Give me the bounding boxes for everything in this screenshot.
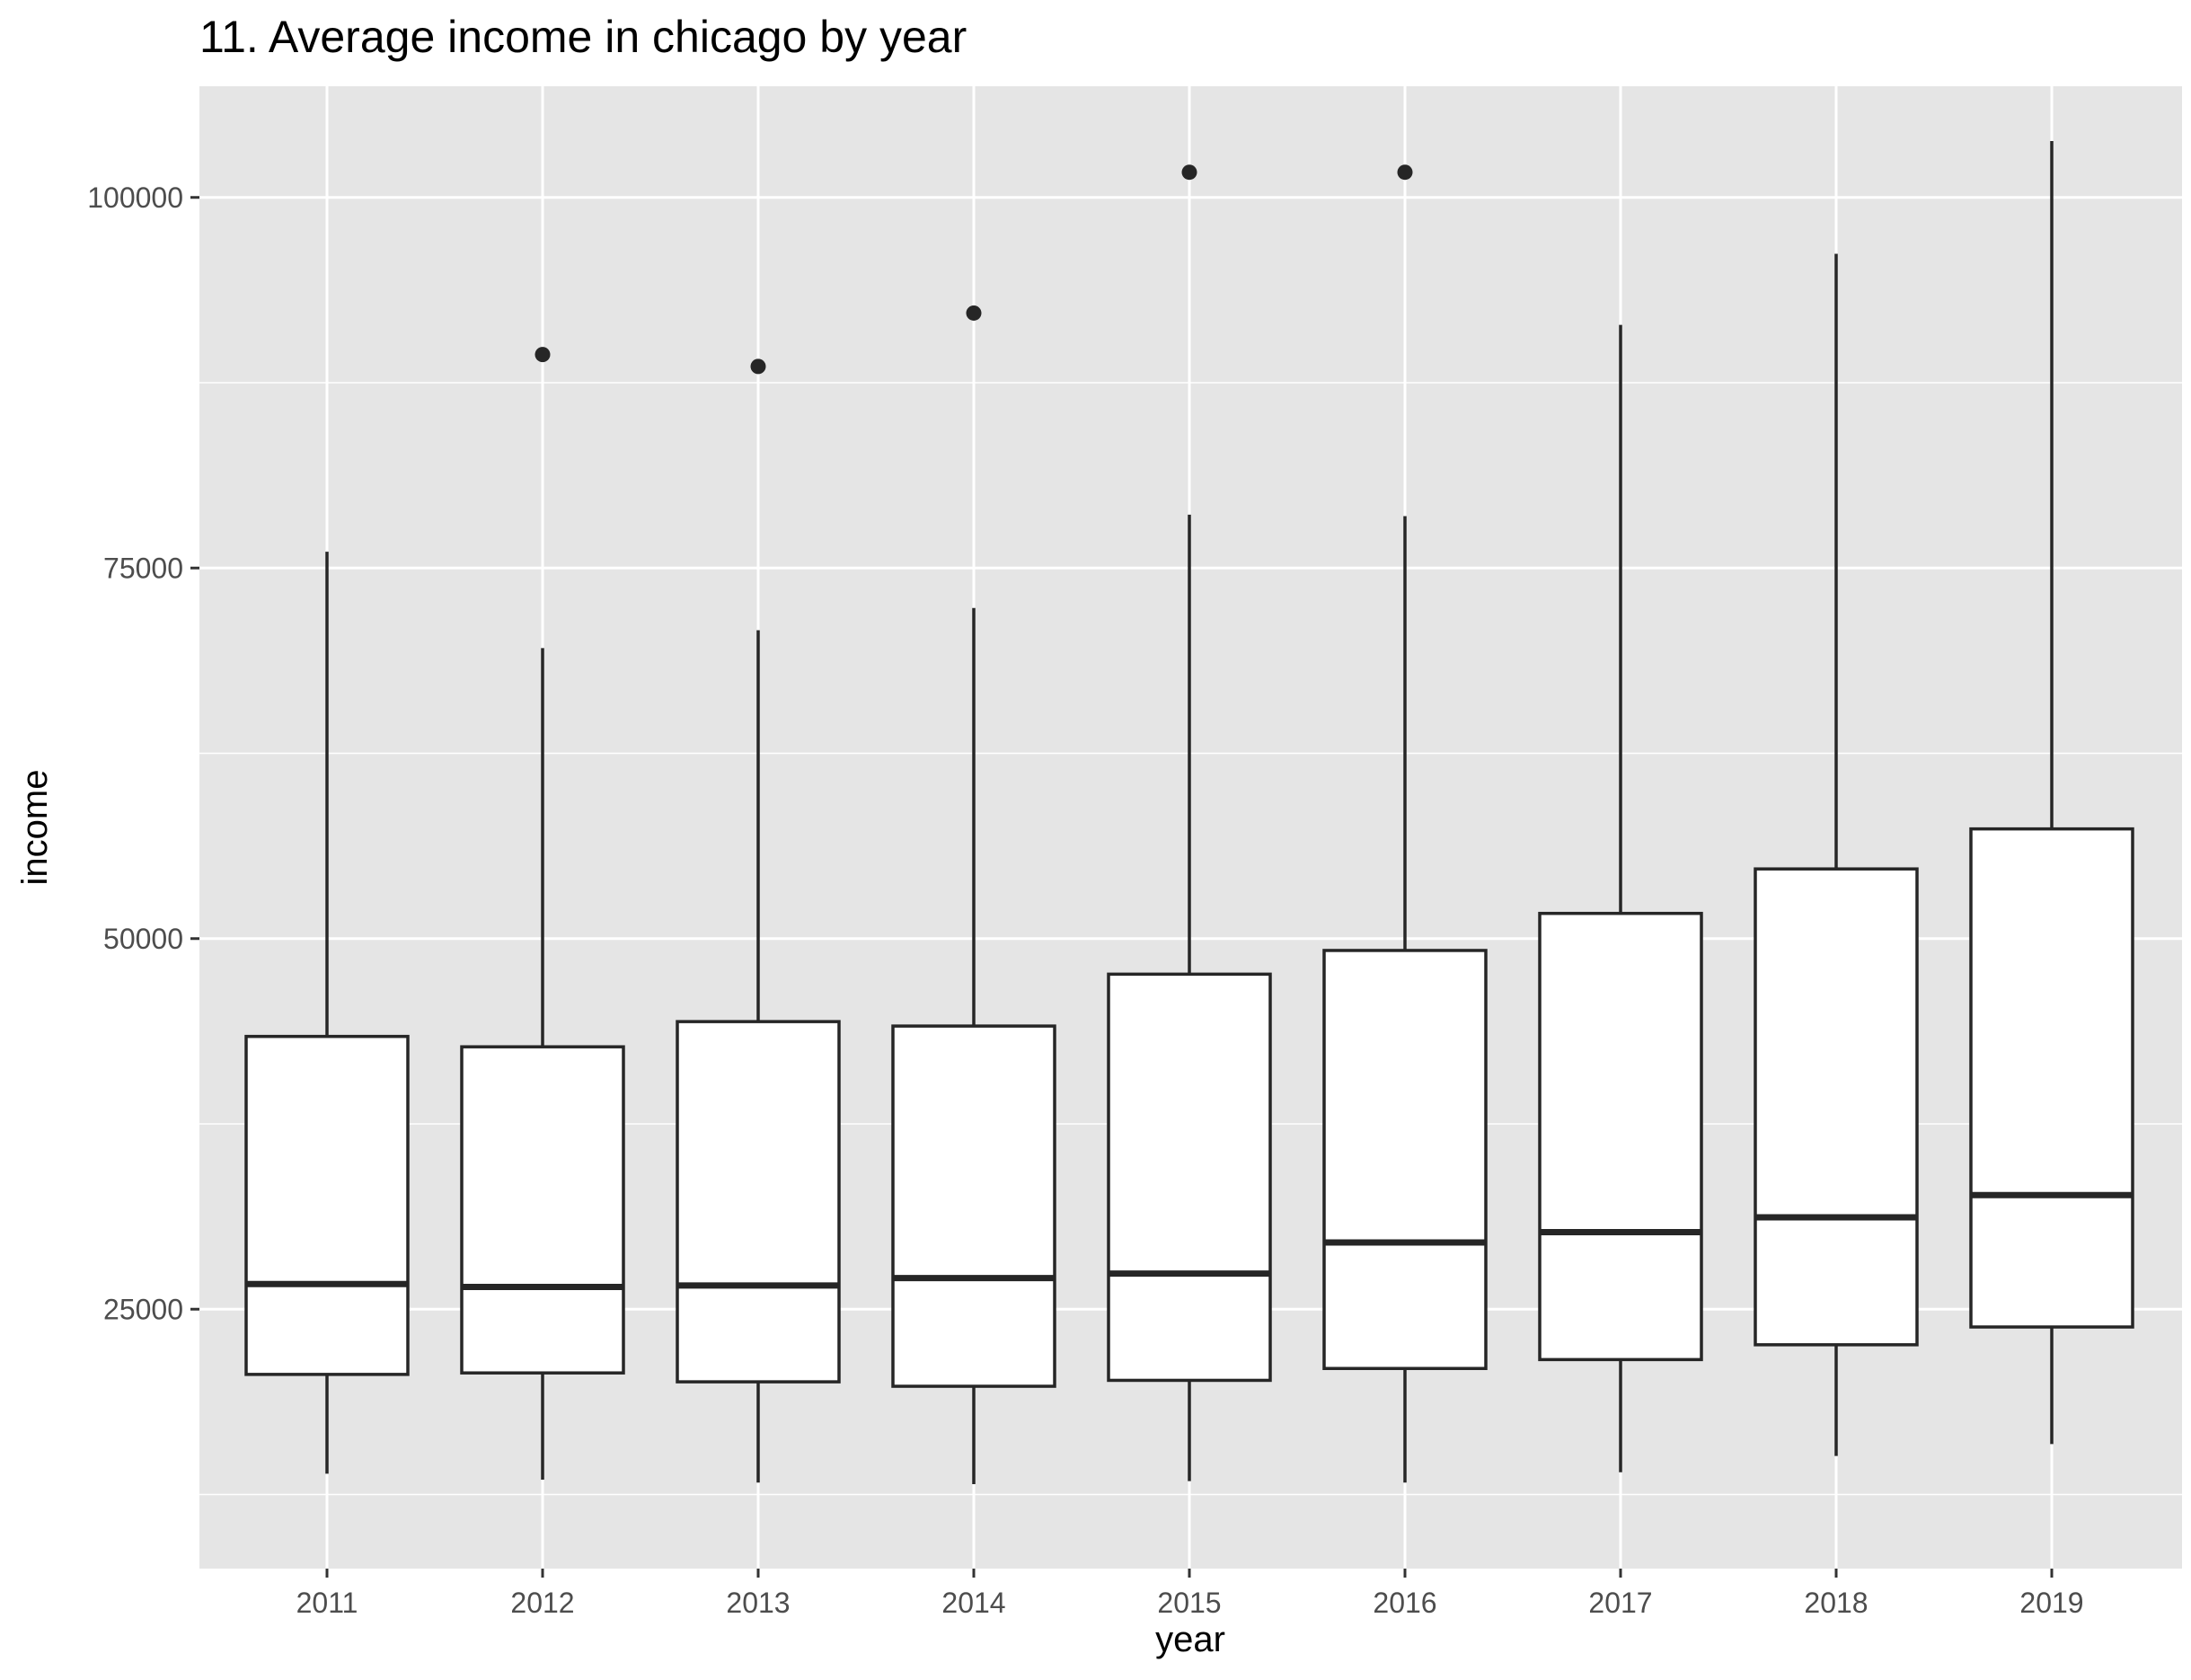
box-2011 <box>244 552 410 1474</box>
box-body <box>1754 867 1919 1347</box>
outlier-point <box>966 305 982 321</box>
outlier-point <box>534 347 551 363</box>
box-2017 <box>1538 324 1703 1472</box>
y-axis-label: income <box>15 770 55 886</box>
box-2018 <box>1754 253 1919 1456</box>
box-2015 <box>1107 164 1272 1481</box>
y-tick-label: 100000 <box>87 181 183 214</box>
y-tick-label: 75000 <box>103 552 183 584</box>
outlier-point <box>1397 164 1413 181</box>
box-2012 <box>460 347 625 1480</box>
x-tick-label: 2013 <box>726 1587 790 1619</box>
box-2019 <box>1969 141 2134 1445</box>
x-tick-label: 2015 <box>1157 1587 1221 1619</box>
box-body <box>460 1045 625 1375</box>
outlier-point <box>750 358 766 375</box>
y-tick-label: 50000 <box>103 923 183 955</box>
outlier-point <box>1181 164 1197 181</box>
x-tick-label: 2018 <box>1804 1587 1868 1619</box>
box-2013 <box>676 358 841 1483</box>
x-tick-label: 2014 <box>941 1587 1005 1619</box>
x-axis-ticks: 2011 2012 2013 2014 2015 2016 2017 2018 2019 <box>296 1569 2084 1619</box>
x-tick-label: 2012 <box>510 1587 574 1619</box>
y-axis-ticks: 25000 50000 75000 100000 <box>87 181 199 1325</box>
x-tick-label: 2017 <box>1588 1587 1652 1619</box>
box-2016 <box>1322 164 1488 1483</box>
x-axis-label: year <box>1155 1620 1225 1659</box>
chart-title: 11. Average income in chicago by year <box>199 12 967 62</box>
box-body <box>1322 949 1488 1370</box>
box-body <box>1969 827 2134 1329</box>
x-tick-label: 2019 <box>2019 1587 2083 1619</box>
box-body <box>244 1034 410 1376</box>
x-tick-label: 2011 <box>296 1587 358 1619</box>
box-body <box>891 1024 1056 1388</box>
x-tick-label: 2016 <box>1373 1587 1436 1619</box>
y-tick-label: 25000 <box>103 1293 183 1325</box>
box-body <box>1107 972 1272 1383</box>
box-body <box>1538 911 1703 1362</box>
box-body <box>676 1020 841 1384</box>
boxplot-series <box>244 141 2134 1484</box>
box-2014 <box>891 305 1056 1484</box>
